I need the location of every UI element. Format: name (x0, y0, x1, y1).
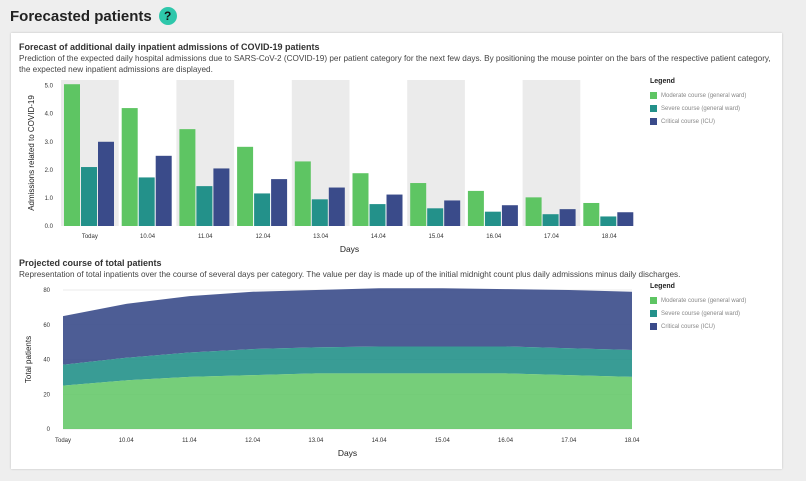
bar-chart-description: Prediction of the expected daily hospita… (19, 54, 771, 74)
legend-label: Moderate course (general ward) (661, 92, 747, 99)
bar-critical (559, 209, 576, 226)
legend-item-critical[interactable]: Critical course (ICU) (650, 320, 746, 333)
y-axis-title: Total patients (24, 336, 33, 383)
x-tick-label: 10.04 (140, 234, 156, 240)
help-icon[interactable]: ? (158, 7, 177, 25)
bar-critical (501, 205, 518, 226)
bar-critical (617, 212, 634, 226)
y-tick-label: 4.0 (45, 112, 54, 118)
y-tick-label: 80 (43, 288, 50, 294)
bar-critical (328, 187, 345, 226)
x-tick-label: 18.04 (624, 438, 640, 444)
bar-moderate (525, 197, 542, 226)
legend-label: Critical course (ICU) (661, 323, 716, 330)
area-chart-title: Projected course of total patients (19, 258, 162, 268)
bar-moderate (237, 146, 254, 226)
legend-swatch (650, 310, 657, 317)
bar-critical (98, 141, 114, 226)
x-axis-title: Days (340, 244, 359, 254)
y-tick-label: 0 (47, 427, 51, 433)
legend-swatch (650, 323, 657, 330)
legend-swatch (650, 92, 657, 99)
bar-moderate (583, 202, 600, 226)
bar-severe (254, 193, 271, 226)
x-tick-label: 15.04 (435, 438, 451, 444)
y-tick-label: 1.0 (45, 196, 54, 202)
bar-chart: 0.0 1.0 2.0 3.0 4.0 5.0 Today 10.04 11.04 12.04 13… (27, 80, 634, 254)
page-title: Forecasted patients (10, 7, 152, 25)
x-tick-label: 13.04 (313, 234, 329, 240)
x-tick-label: 16.04 (498, 438, 514, 444)
x-tick-label: 12.04 (255, 234, 271, 240)
y-axis-title: Admissions related to COVID-19 (27, 95, 36, 211)
bar-critical (155, 155, 172, 226)
x-tick-label: 17.04 (561, 438, 577, 444)
bar-critical (386, 194, 403, 226)
legend-swatch (650, 118, 657, 125)
y-tick-label: 60 (43, 323, 50, 329)
bar-severe (542, 214, 559, 226)
legend-item-severe[interactable]: Severe course (general ward) (650, 307, 746, 320)
page-header: Forecasted patients ? (10, 5, 177, 27)
y-tick-label: 5.0 (45, 84, 54, 90)
area-chart-legend: Legend Moderate course (general ward) Se… (650, 283, 746, 333)
bar-critical (213, 168, 230, 226)
bar-chart-title: Forecast of additional daily inpatient a… (19, 42, 320, 52)
x-tick-label: 13.04 (308, 438, 324, 444)
x-tick-label: 14.04 (372, 438, 388, 444)
x-tick-label: 17.04 (544, 234, 560, 240)
legend-swatch (650, 105, 657, 112)
x-tick-label: 18.04 (602, 234, 618, 240)
bar-moderate (352, 173, 369, 226)
y-tick-label: 0.0 (45, 224, 54, 230)
legend-label: Critical course (ICU) (661, 118, 716, 125)
legend-label: Severe course (general ward) (661, 310, 741, 317)
bar-moderate (121, 108, 138, 226)
bar-severe (600, 216, 617, 226)
bar-severe (369, 204, 386, 226)
legend-item-moderate[interactable]: Moderate course (general ward) (650, 89, 746, 102)
x-tick-label: 15.04 (429, 234, 445, 240)
bar-moderate (467, 190, 484, 226)
bar-moderate (294, 161, 311, 226)
legend-title: Legend (650, 78, 675, 85)
legend-label: Severe course (general ward) (661, 105, 741, 112)
x-tick-label: 12.04 (245, 438, 261, 444)
x-tick-label: 10.04 (119, 438, 135, 444)
x-axis-title: Days (338, 448, 357, 458)
legend-swatch (650, 297, 657, 304)
bar-moderate (410, 183, 427, 226)
bar-critical (444, 200, 461, 226)
legend-label: Moderate course (general ward) (661, 297, 747, 304)
bar-moderate (64, 84, 80, 226)
x-tick-label: 16.04 (486, 234, 502, 240)
bar-severe (311, 199, 328, 226)
area-critical (63, 288, 632, 365)
x-tick-label: Today (55, 438, 71, 444)
legend-item-severe[interactable]: Severe course (general ward) (650, 102, 746, 115)
bar-severe (138, 177, 155, 226)
area-moderate (63, 373, 632, 429)
bar-critical (271, 179, 288, 226)
y-tick-label: 3.0 (45, 140, 54, 146)
bar-chart-legend: Legend Moderate course (general ward) Se… (650, 78, 746, 128)
y-tick-label: 40 (43, 358, 50, 364)
x-tick-label: 14.04 (371, 234, 387, 240)
bar-severe (196, 186, 213, 226)
legend-item-critical[interactable]: Critical course (ICU) (650, 115, 746, 128)
y-tick-label: 20 (43, 392, 50, 398)
area-severe (63, 346, 632, 386)
x-tick-label: Today (82, 234, 98, 240)
bar-severe (484, 211, 501, 226)
x-tick-label: 11.04 (182, 438, 197, 444)
area-chart-description: Representation of total inpatients over … (19, 270, 681, 279)
bar-severe (427, 208, 444, 226)
legend-item-moderate[interactable]: Moderate course (general ward) (650, 294, 746, 307)
bar-moderate (179, 129, 196, 226)
bar-severe (81, 167, 97, 226)
legend-title: Legend (650, 283, 675, 290)
x-tick-label: 11.04 (198, 234, 213, 240)
y-tick-label: 2.0 (45, 168, 54, 174)
